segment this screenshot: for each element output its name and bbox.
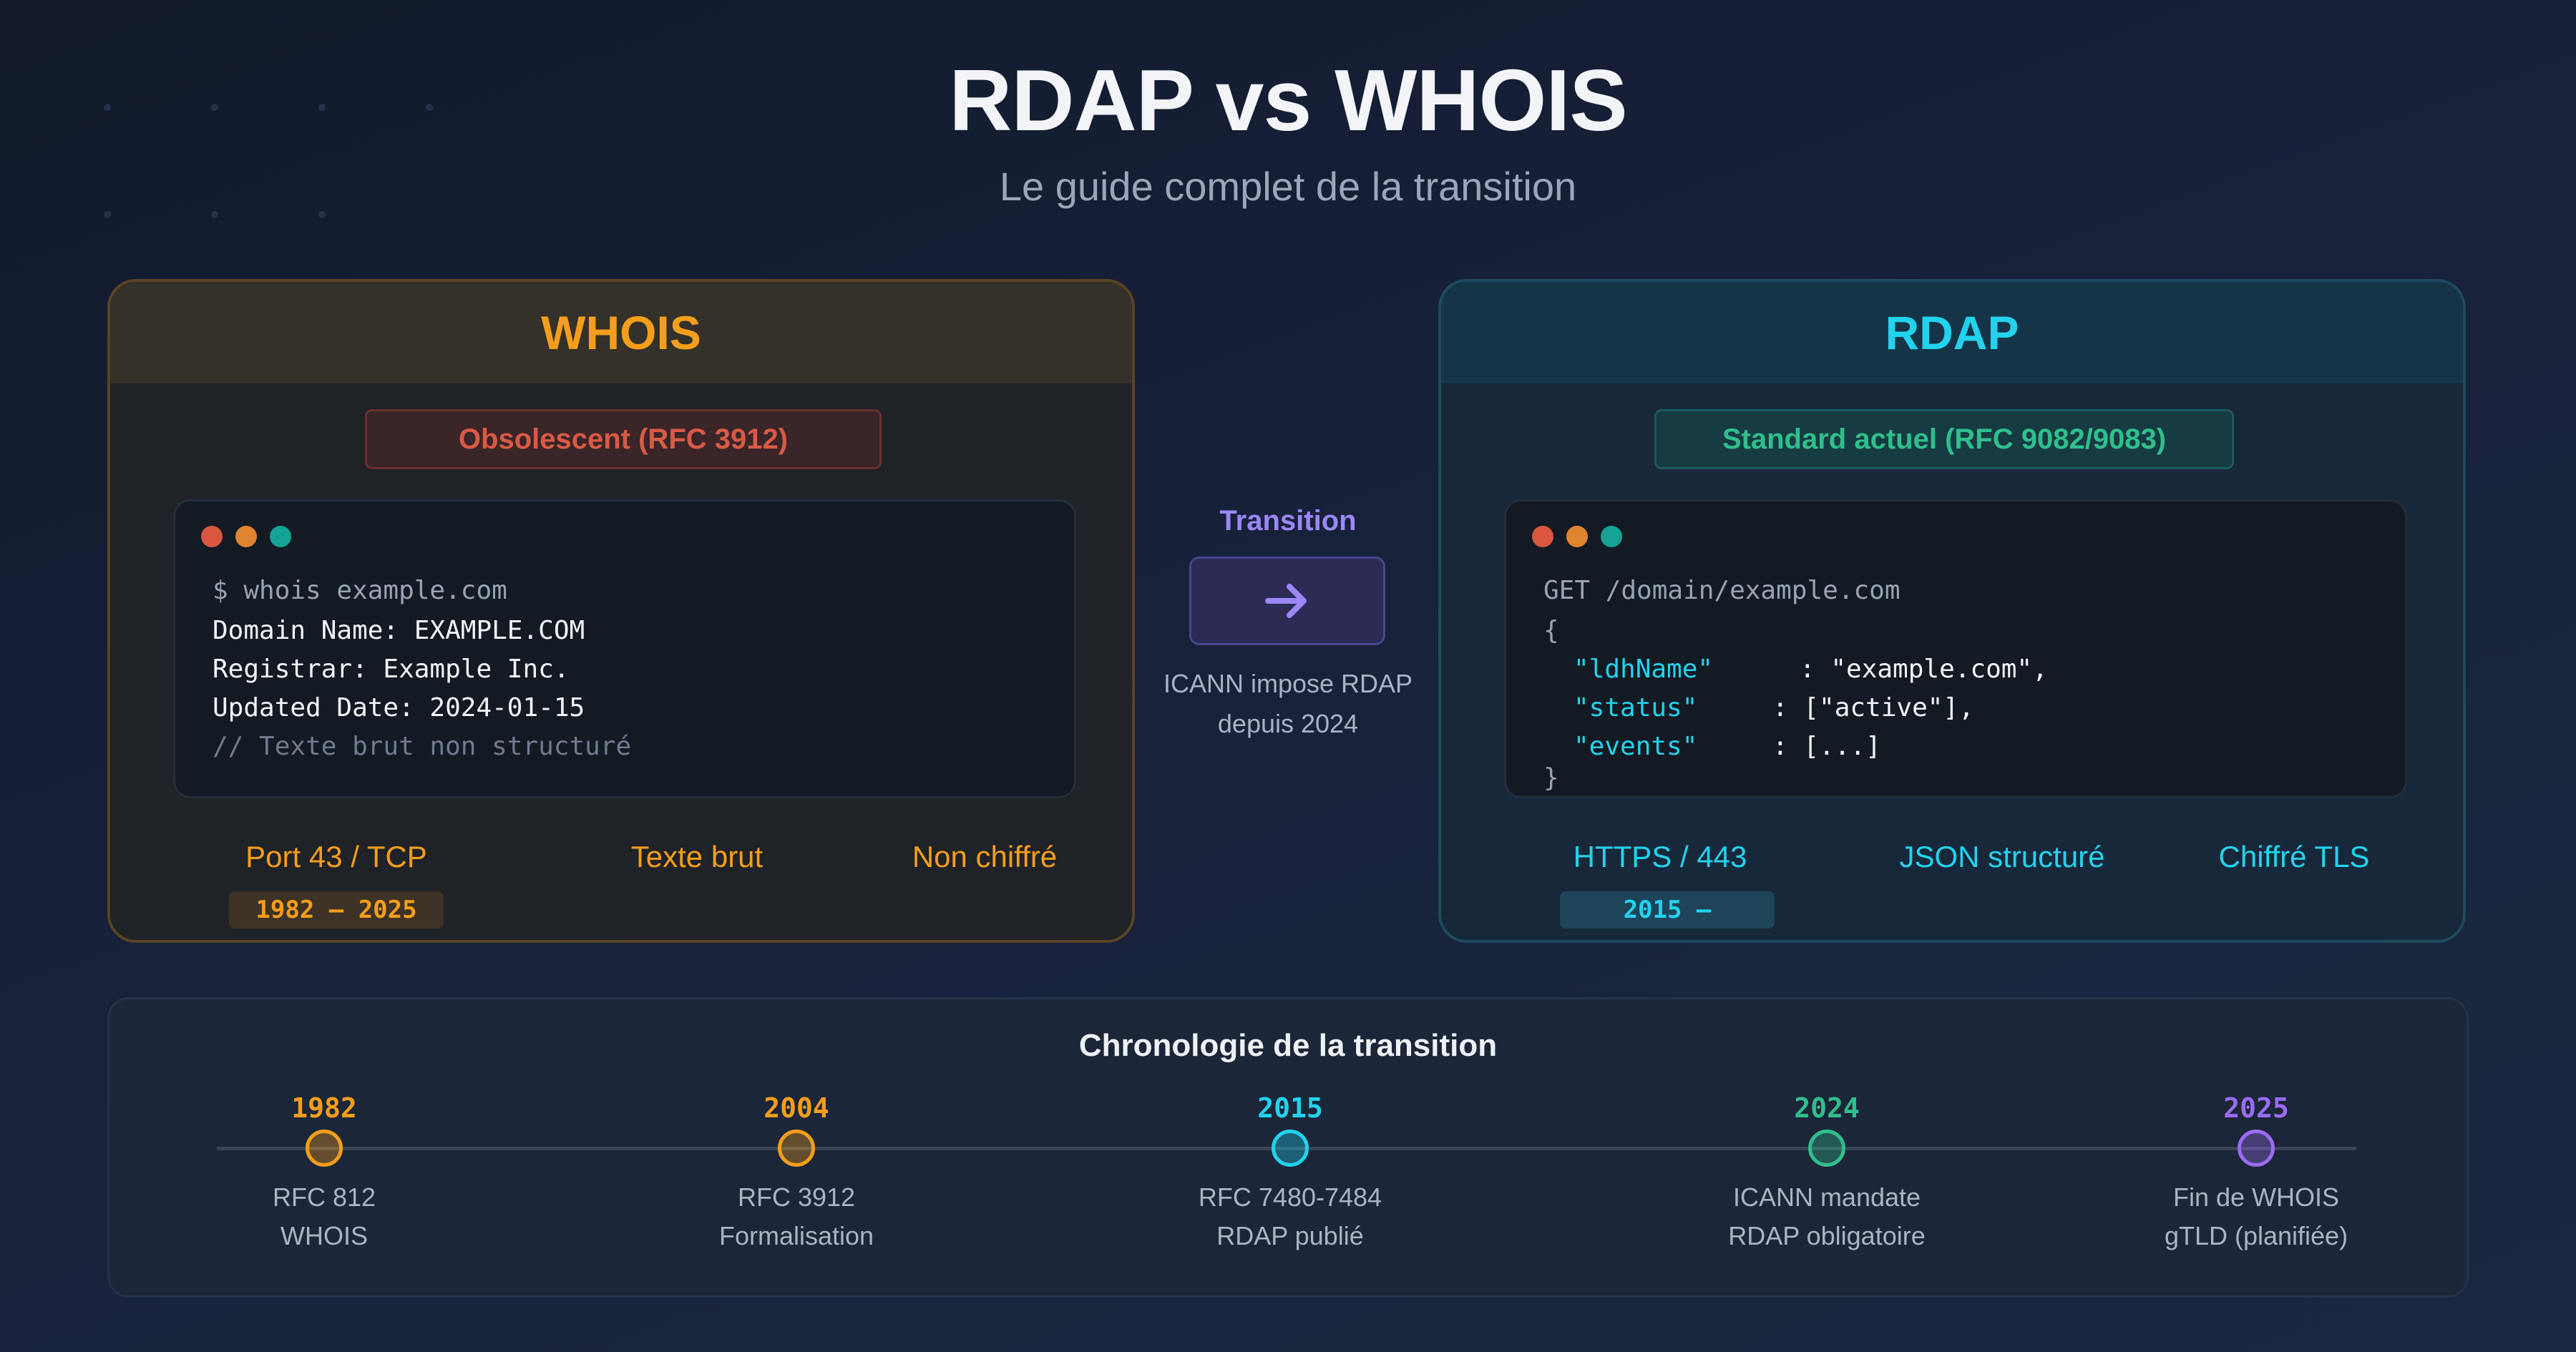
- rdap-panel-title: RDAP: [1441, 282, 2463, 383]
- whois-output-line: Updated Date: 2024-01-15: [213, 693, 585, 722]
- timeline-description-line: RDAP publié: [1216, 1221, 1364, 1250]
- timeline-description: RFC 7480-7484 RDAP publié: [1140, 1178, 1440, 1255]
- rdap-request: GET /domain/example.com: [1543, 576, 1901, 605]
- json-value: : [...]: [1772, 732, 1881, 761]
- rdap-feature-port: HTTPS / 443: [1573, 840, 1747, 873]
- timeline-marker: [306, 1130, 343, 1167]
- timeline-description-line: RDAP obligatoire: [1728, 1221, 1926, 1250]
- timeline-marker: [778, 1130, 815, 1167]
- whois-status-badge: Obsolescent (RFC 3912): [365, 409, 882, 469]
- timeline-marker: [1272, 1130, 1309, 1167]
- timeline-event: 2004 RFC 3912 Formalisation: [646, 999, 947, 1285]
- window-close-dot: [1532, 526, 1553, 547]
- json-value: : "example.com",: [1800, 655, 2048, 684]
- timeline-marker: [2238, 1130, 2275, 1167]
- timeline-event: 2024 ICANN mandate RDAP obligatoire: [1677, 999, 1977, 1285]
- timeline-marker: [1808, 1130, 1845, 1167]
- whois-years-badge: 1982 – 2025: [229, 891, 444, 929]
- transition-note: ICANN impose RDAP depuis 2024: [1116, 664, 1460, 744]
- timeline-description-line: WHOIS: [280, 1221, 368, 1250]
- rdap-panel: RDAP Standard actuel (RFC 9082/9083) GET…: [1438, 279, 2466, 943]
- rdap-terminal: GET /domain/example.com { "ldhName" : "e…: [1504, 499, 2407, 798]
- transition-note-line: depuis 2024: [1217, 709, 1359, 738]
- timeline-description: ICANN mandate RDAP obligatoire: [1677, 1178, 1977, 1255]
- window-minimize-dot: [1566, 526, 1588, 547]
- json-key: "status": [1574, 693, 1698, 722]
- transition-label: Transition: [1219, 505, 1357, 537]
- arrow-right-icon: [1265, 584, 1307, 618]
- timeline-description-line: ICANN mandate: [1732, 1182, 1921, 1212]
- whois-comment: // Texte brut non structuré: [213, 732, 632, 761]
- timeline-description-line: Formalisation: [718, 1221, 874, 1250]
- whois-output-line: Domain Name: EXAMPLE.COM: [213, 616, 585, 645]
- rdap-feature-encryption: Chiffré TLS: [2218, 840, 2370, 873]
- window-close-dot: [201, 526, 223, 547]
- transition-arrow-box: [1189, 557, 1385, 645]
- timeline-event: 2015 RFC 7480-7484 RDAP publié: [1140, 999, 1440, 1285]
- rdap-years-badge: 2015 –: [1560, 891, 1775, 929]
- timeline-panel: Chronologie de la transition 1982 RFC 812…: [107, 997, 2469, 1298]
- timeline-title: Chronologie de la transition: [1078, 1028, 1498, 1063]
- page-subtitle: Le guide complet de la transition: [999, 164, 1577, 209]
- json-open-brace: {: [1543, 616, 1559, 645]
- whois-output-line: Registrar: Example Inc.: [213, 655, 570, 684]
- timeline-description-line: RFC 812: [272, 1182, 376, 1212]
- whois-command: $ whois example.com: [213, 576, 507, 605]
- timeline-description: RFC 812 WHOIS: [174, 1178, 474, 1255]
- whois-panel: WHOIS Obsolescent (RFC 3912) $ whois exa…: [107, 279, 1135, 943]
- whois-feature-encryption: Non chiffré: [912, 840, 1058, 873]
- json-close-brace: }: [1543, 763, 1559, 793]
- page-title: RDAP vs WHOIS: [949, 52, 1627, 149]
- whois-panel-title: WHOIS: [110, 282, 1132, 383]
- timeline-year: 2025: [2223, 1092, 2289, 1124]
- timeline-event: 2025 Fin de WHOIS gTLD (planifiée): [2106, 999, 2406, 1285]
- window-minimize-dot: [235, 526, 257, 547]
- transition-note-line: ICANN impose RDAP: [1163, 669, 1413, 698]
- rdap-feature-format: JSON structuré: [1899, 840, 2105, 873]
- timeline-description-line: gTLD (planifiée): [2164, 1221, 2348, 1250]
- window-maximize-dot: [270, 526, 291, 547]
- timeline-description-line: RFC 3912: [737, 1182, 856, 1212]
- timeline-description: Fin de WHOIS gTLD (planifiée): [2106, 1178, 2406, 1255]
- timeline-year: 1982: [291, 1092, 357, 1124]
- whois-feature-port: Port 43 / TCP: [245, 840, 427, 873]
- whois-terminal: $ whois example.com Domain Name: EXAMPLE…: [173, 499, 1076, 798]
- timeline-description: RFC 3912 Formalisation: [646, 1178, 947, 1255]
- timeline-year: 2024: [1794, 1092, 1860, 1124]
- json-key: "events": [1574, 732, 1698, 761]
- json-value: : ["active"],: [1772, 693, 1974, 722]
- timeline-description-line: RFC 7480-7484: [1198, 1182, 1382, 1212]
- whois-feature-format: Texte brut: [630, 840, 763, 873]
- timeline-year: 2004: [763, 1092, 829, 1124]
- timeline-description-line: Fin de WHOIS: [2172, 1182, 2340, 1212]
- rdap-status-badge: Standard actuel (RFC 9082/9083): [1654, 409, 2234, 469]
- json-key: "ldhName": [1574, 655, 1714, 684]
- timeline-year: 2015: [1257, 1092, 1323, 1124]
- window-maximize-dot: [1601, 526, 1622, 547]
- timeline-event: 1982 RFC 812 WHOIS: [174, 999, 474, 1285]
